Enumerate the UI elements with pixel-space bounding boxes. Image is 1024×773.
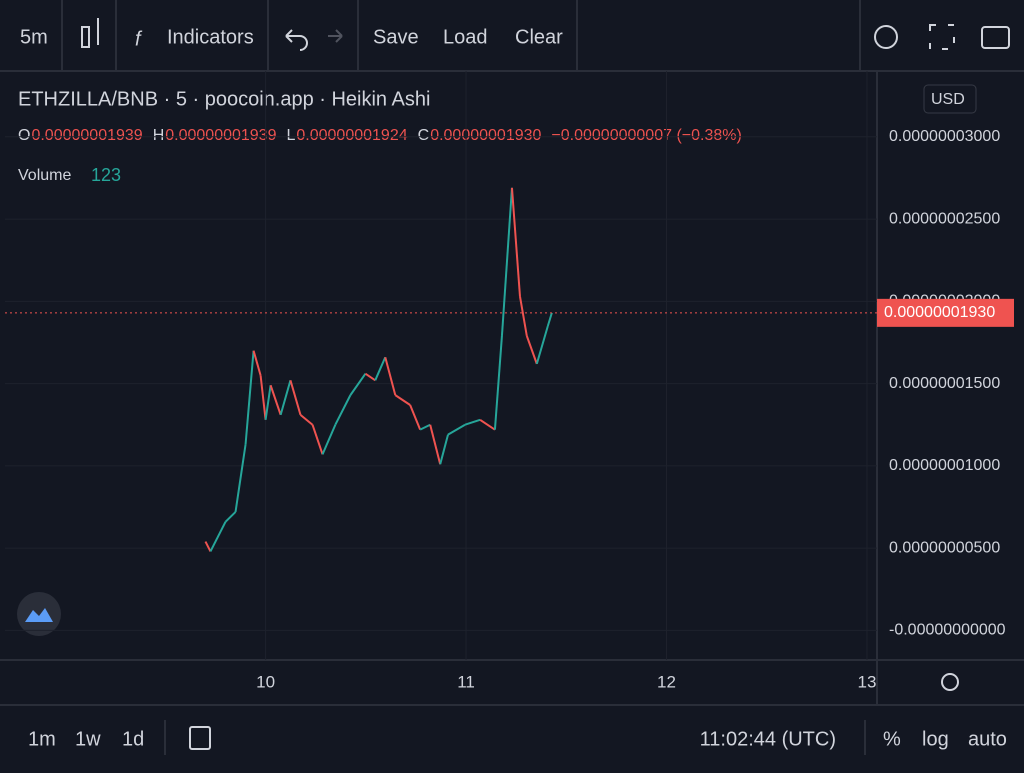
axis-settings-icon[interactable] — [941, 673, 959, 691]
price-segment — [429, 424, 442, 465]
price-segment — [535, 325, 549, 365]
price-segment — [409, 404, 422, 431]
percent-toggle[interactable]: % — [883, 728, 901, 750]
price-segment — [439, 434, 449, 465]
screenshot-icon[interactable] — [981, 26, 1010, 49]
date-range-icon[interactable] — [189, 726, 211, 750]
range-button[interactable]: 1w — [75, 728, 101, 750]
x-tick-label: 11 — [457, 672, 475, 691]
price-segment — [479, 418, 496, 431]
price-segment — [334, 394, 352, 426]
symbol-title: ETHZILLA/BNB · 5 · poocoin.app · Heikin … — [18, 88, 430, 110]
price-segment — [546, 312, 553, 327]
price-segment — [234, 444, 247, 513]
price-segment — [321, 424, 337, 455]
ohlc-value: 0.00000001930 — [430, 127, 541, 144]
ohlc-key: H — [153, 127, 165, 144]
ohlc-value: 0.00000001924 — [296, 127, 407, 144]
logo-icon — [25, 608, 53, 622]
price-segment — [500, 187, 513, 336]
redo-icon[interactable] — [328, 29, 343, 43]
range-button[interactable]: 1d — [122, 728, 144, 750]
save-button[interactable]: Save — [373, 26, 419, 48]
settings-icon[interactable] — [874, 25, 898, 49]
price-segment — [394, 394, 411, 406]
y-tick-label: 0.00000001000 — [889, 457, 1000, 474]
price-segment — [510, 187, 521, 297]
chart-type-icon[interactable] — [81, 18, 99, 48]
clear-button[interactable]: Clear — [515, 26, 563, 48]
auto-toggle[interactable]: auto — [968, 728, 1007, 750]
volume-label: Volume — [18, 167, 71, 184]
price-segment — [311, 424, 324, 455]
price-segment — [419, 423, 431, 431]
price-segment — [244, 350, 255, 445]
price-change: −0.00000000007 (−0.38%) — [551, 127, 741, 144]
y-tick-label: 0.00000003000 — [889, 128, 1000, 145]
x-tick-label: 12 — [657, 672, 676, 691]
log-toggle[interactable]: log — [922, 728, 949, 750]
ohlc-value: 0.00000001939 — [31, 127, 142, 144]
price-segment — [364, 372, 376, 382]
x-tick-label: 13 — [858, 672, 877, 691]
price-segment — [299, 414, 314, 426]
price-segment — [384, 357, 397, 396]
price-segment — [464, 418, 481, 426]
y-tick-label: 0.00000002500 — [889, 210, 1000, 227]
volume-value: 123 — [91, 165, 121, 185]
price-segment — [204, 541, 212, 552]
price-segment — [518, 296, 528, 337]
price-segment — [264, 385, 272, 420]
price-tag — [877, 298, 1014, 327]
fx-icon: f — [135, 28, 143, 50]
fullscreen-icon[interactable] — [929, 24, 955, 50]
currency-box[interactable] — [923, 84, 977, 114]
load-button[interactable]: Load — [443, 26, 488, 48]
price-segment — [269, 384, 282, 416]
ohlc-value: 0.00000001939 — [165, 127, 276, 144]
price-segment — [259, 375, 267, 420]
x-tick-label: 10 — [256, 672, 275, 691]
y-tick-label: 0.00000001500 — [889, 375, 1000, 392]
price-segment — [349, 373, 367, 396]
price-tag-label: 0.00000001930 — [884, 304, 995, 321]
y-tick-label: 0.00000000500 — [889, 539, 1000, 556]
price-segment — [279, 380, 292, 416]
undo-icon[interactable] — [285, 29, 308, 51]
ohlc-key: C — [418, 127, 430, 144]
price-segment — [493, 335, 503, 430]
currency[interactable]: USD — [931, 91, 965, 108]
price-segment — [525, 335, 538, 365]
y-tick-label: -0.00000000000 — [889, 622, 1006, 639]
range-button[interactable]: 1m — [28, 728, 56, 750]
borders — [0, 0, 1024, 755]
price-segment — [447, 423, 466, 436]
ohlc-key: O — [18, 127, 30, 144]
ohlc-key: L — [286, 127, 295, 144]
price-segment — [374, 356, 387, 381]
price-segment — [209, 521, 227, 552]
interval-button[interactable]: 5m — [20, 26, 48, 48]
indicators-button[interactable]: Indicators — [167, 26, 254, 48]
price-segment — [224, 511, 237, 523]
price-segment — [289, 380, 302, 416]
logo-button[interactable] — [17, 592, 61, 636]
price-segment — [252, 350, 262, 376]
clock: 11:02:44 (UTC) — [700, 728, 836, 750]
